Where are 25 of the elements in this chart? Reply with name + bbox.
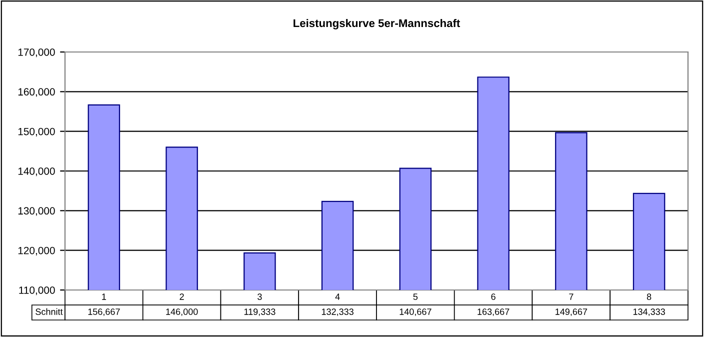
y-tick-label: 150,000 bbox=[18, 128, 55, 136]
data-label: 149,667 bbox=[556, 308, 588, 316]
y-tick-label: 130,000 bbox=[18, 207, 55, 216]
x-tick-label: 3 bbox=[258, 294, 262, 300]
x-tick-label: 8 bbox=[646, 294, 652, 300]
data-label: 134,333 bbox=[633, 308, 665, 316]
text: Schnitt bbox=[36, 308, 63, 315]
chart-title: Leistungskurve 5er-Mannschaft bbox=[294, 18, 460, 30]
x-tick-label: 6 bbox=[491, 294, 496, 300]
x-tick-label: 7 bbox=[569, 294, 574, 300]
y-tick-label: 120,000 bbox=[18, 246, 55, 256]
x-tick-label: 2 bbox=[180, 294, 184, 300]
data-label: 132,333 bbox=[322, 308, 354, 316]
data-label: 156,667 bbox=[88, 308, 120, 316]
x-tick-label: 1 bbox=[102, 294, 106, 300]
y-tick-label: 160,000 bbox=[18, 88, 55, 97]
x-tick-label: 5 bbox=[413, 294, 418, 300]
y-tick-label: 110,000 bbox=[19, 286, 55, 296]
y-tick-label: 140,000 bbox=[18, 168, 55, 176]
data-label: 146,000 bbox=[166, 308, 198, 316]
data-label: 163,667 bbox=[478, 308, 510, 316]
data-label: 119,333 bbox=[244, 308, 276, 316]
data-label: 140,667 bbox=[400, 308, 432, 316]
x-tick-label: 4 bbox=[335, 294, 340, 300]
y-tick-label: 170,000 bbox=[18, 48, 55, 58]
